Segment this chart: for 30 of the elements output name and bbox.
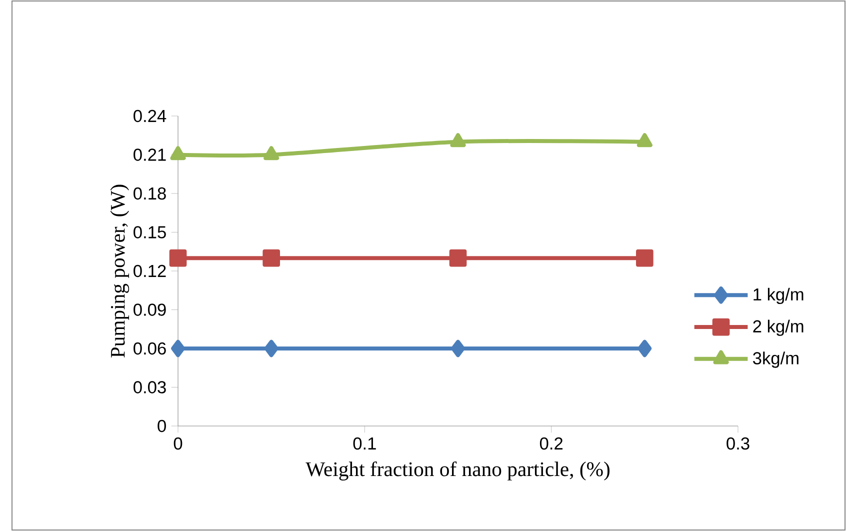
x-axis-title: Weight fraction of nano particle, (%)	[306, 461, 610, 480]
y-tick-label: 0.06	[134, 342, 166, 355]
point	[264, 340, 278, 358]
point	[638, 340, 652, 358]
point	[262, 249, 280, 267]
point	[449, 249, 467, 267]
y-axis-title: Pumping power, (W)	[110, 184, 130, 358]
x-tick-label: 0.3	[726, 437, 750, 450]
point	[450, 133, 466, 148]
y-tick-label: 0.12	[134, 264, 166, 278]
y-tick-label: 0.09	[134, 304, 166, 316]
y-tick-label: 0.15	[134, 226, 166, 238]
legend-label: 2 kg/m	[753, 320, 804, 336]
point	[171, 340, 186, 358]
x-tick-label: 0.1	[353, 437, 376, 450]
point	[264, 146, 280, 160]
y-tick-label: 0.24	[134, 110, 166, 122]
y-tick-label: 0.03	[134, 381, 166, 394]
y-tick-label: 0.18	[134, 187, 166, 200]
point	[636, 133, 652, 148]
y-tick-label: 0	[158, 420, 166, 432]
legend-label: 3kg/m	[753, 352, 798, 368]
legend-label: 1 kg/m	[754, 288, 804, 304]
point	[169, 249, 187, 267]
x-tick-label: 0.2	[540, 437, 563, 450]
point	[451, 340, 466, 358]
point	[170, 146, 186, 160]
x-tick-label: 0	[174, 437, 182, 450]
point	[636, 249, 654, 267]
y-tick-label: 0.21	[134, 148, 166, 161]
